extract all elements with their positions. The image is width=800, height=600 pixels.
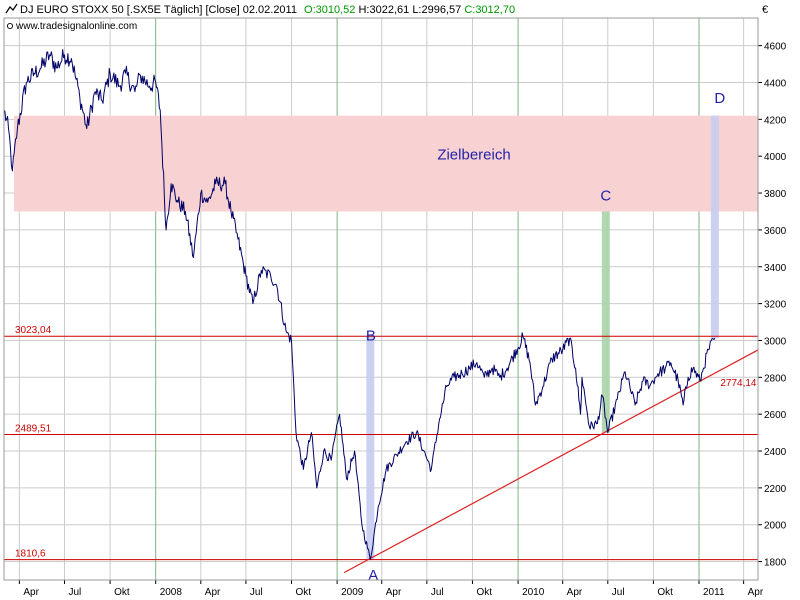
- source-label: www.tradesignalonline.com: [15, 21, 137, 32]
- x-tick-label: Apr: [386, 587, 402, 598]
- y-tick-label: 2000: [764, 521, 787, 532]
- x-tick-label: 2008: [160, 587, 183, 598]
- x-tick-label: Apr: [567, 587, 583, 598]
- y-tick-label: 4000: [764, 152, 787, 163]
- y-tick-label: 3200: [764, 300, 787, 311]
- x-tick-label: Jul: [68, 587, 81, 598]
- trend-line-label: 2774,14: [720, 378, 757, 389]
- price-line: [3, 49, 716, 561]
- x-tick-label: Okt: [114, 587, 130, 598]
- y-tick-label: 4600: [764, 42, 787, 53]
- copyright-icon: [6, 22, 14, 30]
- y-tick-label: 2400: [764, 447, 787, 458]
- level-label: 2489,51: [15, 424, 52, 435]
- y-tick-label: 1800: [764, 558, 787, 569]
- level-lines: 3023,04 2489,51 1810,6: [4, 325, 758, 561]
- marker-bar-b: [366, 336, 375, 560]
- marker-bar-c: [601, 211, 610, 433]
- x-tick-label: Jul: [250, 587, 263, 598]
- x-tick-label: Okt: [296, 587, 312, 598]
- y-tick-label: 3000: [764, 336, 787, 347]
- target-zone: Zielbereich: [14, 115, 758, 212]
- high-value: H:3022,61: [358, 4, 409, 16]
- chart-line-icon: [5, 3, 18, 14]
- marker-label-c: C: [600, 187, 611, 204]
- x-tick-label: Apr: [748, 587, 764, 598]
- y-tick-label: 2600: [764, 410, 787, 421]
- trend-line-group: 2774,14: [343, 349, 759, 574]
- level-label: 1810,6: [15, 549, 46, 560]
- x-tick-label: Jul: [431, 587, 444, 598]
- x-tick-label: 2010: [522, 587, 545, 598]
- marker-label-b: B: [366, 327, 376, 344]
- y-tick-label: 4400: [764, 78, 787, 89]
- chart-header: DJ EURO STOXX 50 [.SX5E Täglich] [Close]…: [5, 3, 768, 32]
- x-tick-label: Jul: [612, 587, 625, 598]
- target-zone-label: Zielbereich: [437, 147, 510, 164]
- marker-bars: [366, 115, 719, 560]
- x-tick-label: Okt: [657, 587, 673, 598]
- close-value: C:3012,70: [464, 4, 515, 16]
- y-tick-label: 3600: [764, 226, 787, 237]
- y-tick-label: 3400: [764, 263, 787, 274]
- y-tick-label: 3800: [764, 189, 787, 200]
- marker-labels: A B C D: [366, 90, 726, 584]
- y-tick-label: 4200: [764, 115, 787, 126]
- currency-label: €: [762, 4, 768, 16]
- plot-frame: [3, 17, 759, 581]
- y-tick-label: 2200: [764, 484, 787, 495]
- x-tick-label: 2009: [341, 587, 364, 598]
- instrument-title: DJ EURO STOXX 50 [.SX5E Täglich] [Close]…: [20, 4, 297, 16]
- trend-line: [343, 349, 759, 574]
- x-tick-label: 2011: [703, 587, 725, 598]
- svg-text:DJ EURO STOXX 50 [.SX5E Tägli: DJ EURO STOXX 50 [.SX5E Täglich] [Close]…: [20, 4, 515, 16]
- marker-label-a: A: [368, 567, 378, 584]
- x-tick-label: Apr: [23, 587, 39, 598]
- y-axis: 1800 2000 2200 2400 2600 2800 3000 3200 3400 3600…: [758, 42, 787, 569]
- x-axis: Apr Jul Okt 2008 Apr Jul Okt 2009 Apr Jul Okt 2010 A…: [18, 580, 764, 598]
- low-value: L:2996,57: [412, 4, 461, 16]
- price-series: [3, 49, 716, 561]
- target-zone-band: [14, 115, 758, 212]
- y-tick-label: 2800: [764, 373, 787, 384]
- x-tick-label: Apr: [205, 587, 221, 598]
- level-label: 3023,04: [15, 325, 52, 336]
- marker-label-d: D: [714, 90, 725, 107]
- x-tick-label: Okt: [476, 587, 492, 598]
- marker-bar-d: [710, 115, 719, 339]
- open-value: O:3010,52: [304, 4, 355, 16]
